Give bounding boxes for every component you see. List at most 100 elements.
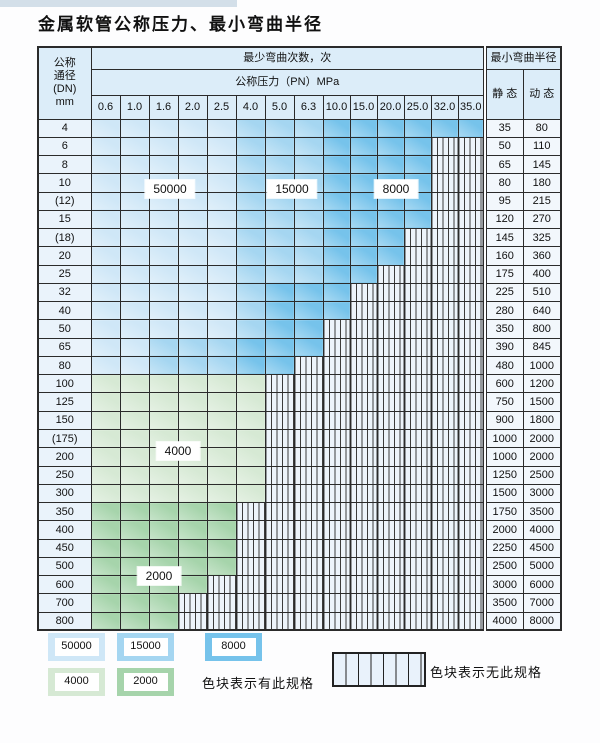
cell-no-spec bbox=[403, 319, 432, 339]
cell-cycles-8000 bbox=[349, 228, 378, 248]
cell-cycles-4000 bbox=[148, 410, 179, 431]
cell-cycles-50000 bbox=[206, 209, 237, 230]
cell-no-spec bbox=[264, 593, 295, 613]
dn-label: 400 bbox=[37, 520, 92, 540]
legend-swatch-value: 2000 bbox=[123, 673, 168, 691]
dynamic-radius-value: 1500 bbox=[522, 392, 562, 412]
cell-no-spec bbox=[349, 319, 378, 339]
cell-cycles-8000 bbox=[322, 118, 351, 138]
cell-cycles-8000 bbox=[322, 155, 351, 175]
cell-no-spec bbox=[349, 556, 378, 577]
cell-cycles-15000 bbox=[264, 246, 295, 266]
dn-label: 10 bbox=[37, 173, 92, 193]
cell-no-spec bbox=[403, 483, 432, 504]
cell-cycles-15000 bbox=[177, 337, 208, 357]
dn-label: 25 bbox=[37, 264, 92, 284]
cell-cycles-50000 bbox=[206, 136, 237, 157]
cell-cycles-8000 bbox=[322, 209, 351, 230]
dynamic-radius-value: 7000 bbox=[522, 593, 562, 613]
cell-no-spec bbox=[264, 447, 295, 467]
legend-swatch-value: 4000 bbox=[54, 673, 99, 691]
cell-cycles-50000 bbox=[90, 228, 121, 248]
cell-cycles-2000 bbox=[90, 520, 121, 540]
cell-no-spec bbox=[430, 483, 459, 504]
cell-no-spec bbox=[349, 520, 378, 540]
cell-no-spec bbox=[403, 611, 432, 631]
cell-cycles-50000 bbox=[206, 246, 237, 266]
cell-cycles-50000 bbox=[148, 118, 179, 138]
dynamic-column-header: 动 态 bbox=[522, 68, 562, 120]
cell-no-spec bbox=[322, 520, 351, 540]
dynamic-radius-value: 1800 bbox=[522, 410, 562, 431]
cell-no-spec bbox=[457, 538, 486, 558]
cell-no-spec bbox=[235, 502, 266, 522]
cell-cycles-4000 bbox=[119, 374, 150, 394]
cell-no-spec bbox=[264, 483, 295, 504]
cell-no-spec bbox=[235, 556, 266, 577]
cell-cycles-8000 bbox=[293, 337, 324, 357]
legend-swatch-8000: 8000 bbox=[205, 633, 262, 661]
cell-cycles-50000 bbox=[119, 264, 150, 284]
cell-cycles-15000 bbox=[235, 264, 266, 284]
cell-no-spec bbox=[457, 410, 486, 431]
dn-label: 125 bbox=[37, 392, 92, 412]
cell-cycles-50000 bbox=[177, 191, 208, 211]
static-radius-value: 3500 bbox=[483, 593, 524, 613]
cell-cycles-4000 bbox=[177, 465, 208, 485]
dynamic-radius-value: 360 bbox=[522, 246, 562, 266]
cell-no-spec bbox=[403, 556, 432, 577]
legend-swatch-4000: 4000 bbox=[48, 668, 105, 696]
cell-cycles-4000 bbox=[148, 374, 179, 394]
cell-cycles-4000 bbox=[206, 392, 237, 412]
table-row-dn-600: 600 3000 6000 bbox=[37, 575, 562, 595]
cell-cycles-50000 bbox=[119, 319, 150, 339]
cell-no-spec bbox=[403, 538, 432, 558]
cell-no-spec bbox=[376, 337, 405, 357]
cell-no-spec bbox=[457, 155, 486, 175]
cell-cycles-15000 bbox=[206, 337, 237, 357]
cell-cycles-50000 bbox=[90, 155, 121, 175]
legend-without-spec-label: 色块表示无此规格 bbox=[430, 665, 543, 680]
static-radius-value: 3000 bbox=[483, 575, 524, 595]
cell-no-spec bbox=[349, 337, 378, 357]
cell-no-spec bbox=[430, 520, 459, 540]
cell-cycles-8000 bbox=[376, 155, 405, 175]
dn-label: (175) bbox=[37, 429, 92, 449]
cell-cycles-15000 bbox=[235, 301, 266, 321]
cell-no-spec bbox=[376, 483, 405, 504]
cell-cycles-8000 bbox=[293, 282, 324, 303]
cell-no-spec bbox=[430, 264, 459, 284]
static-radius-value: 35 bbox=[483, 118, 524, 138]
cell-cycles-4000 bbox=[90, 410, 121, 431]
static-radius-value: 225 bbox=[483, 282, 524, 303]
cell-no-spec bbox=[376, 447, 405, 467]
pressure-col-4.0: 4.0 bbox=[235, 94, 266, 120]
page-accent-strip bbox=[0, 0, 237, 7]
cell-cycles-2000 bbox=[177, 538, 208, 558]
cell-cycles-2000 bbox=[90, 593, 121, 613]
cell-cycles-2000 bbox=[148, 520, 179, 540]
cell-no-spec bbox=[430, 502, 459, 522]
pressure-col-32.0: 32.0 bbox=[430, 94, 459, 120]
cell-cycles-4000 bbox=[90, 483, 121, 504]
cell-no-spec bbox=[457, 246, 486, 266]
cell-cycles-4000 bbox=[90, 465, 121, 485]
dn-label: 250 bbox=[37, 465, 92, 485]
cell-cycles-50000 bbox=[148, 136, 179, 157]
cell-no-spec bbox=[457, 282, 486, 303]
table-row-dn-(18): (18) 145 325 bbox=[37, 228, 562, 248]
cell-no-spec bbox=[322, 611, 351, 631]
dn-label: 600 bbox=[37, 575, 92, 595]
static-radius-value: 4000 bbox=[483, 611, 524, 631]
cell-cycles-50000 bbox=[177, 301, 208, 321]
cell-cycles-15000 bbox=[235, 136, 266, 157]
cell-cycles-8000 bbox=[349, 173, 378, 193]
table-row-dn-250: 250 1250 2500 bbox=[37, 465, 562, 485]
table-row-dn-125: 125 750 1500 bbox=[37, 392, 562, 412]
static-radius-value: 900 bbox=[483, 410, 524, 431]
cell-cycles-2000 bbox=[177, 556, 208, 577]
cell-cycles-4000 bbox=[90, 392, 121, 412]
cell-cycles-2000 bbox=[148, 593, 179, 613]
cell-no-spec bbox=[349, 611, 378, 631]
cell-cycles-4000 bbox=[148, 392, 179, 412]
